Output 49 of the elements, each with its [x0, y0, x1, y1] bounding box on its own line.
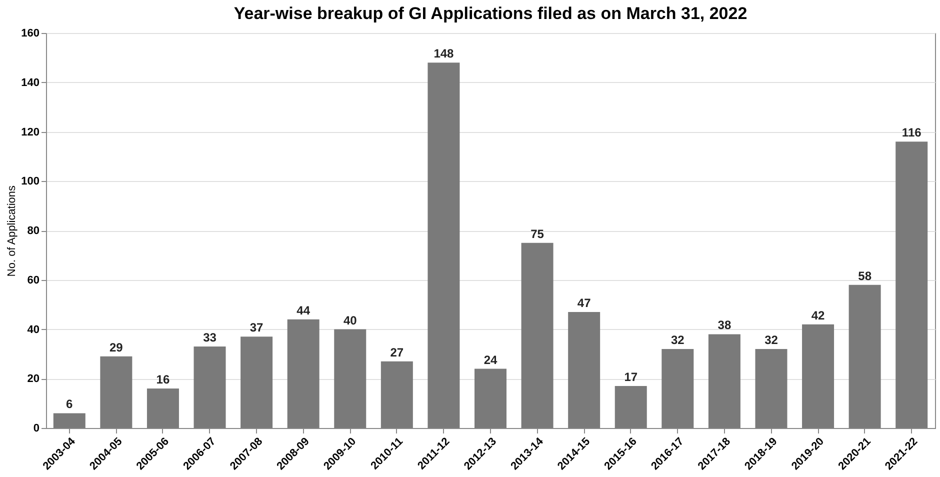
bar — [521, 242, 554, 428]
data-label: 42 — [811, 308, 826, 322]
data-label: 27 — [390, 345, 404, 360]
y-tick-label: 80 — [27, 225, 40, 237]
bar — [662, 349, 694, 428]
data-label: 37 — [250, 320, 264, 335]
bar — [708, 334, 740, 428]
data-label: 75 — [530, 226, 544, 241]
data-label: 6 — [66, 397, 74, 412]
bar — [474, 368, 506, 428]
data-label: 40 — [343, 313, 358, 328]
bar — [428, 62, 460, 428]
data-label: 33 — [203, 330, 217, 345]
data-label: 148 — [434, 46, 454, 61]
bar — [755, 349, 788, 428]
bar — [568, 312, 600, 428]
bar — [194, 346, 226, 428]
data-label: 17 — [624, 370, 638, 384]
y-tick-label: 120 — [21, 126, 40, 138]
y-tick-label: 140 — [21, 76, 40, 89]
data-label: 58 — [858, 268, 872, 283]
data-label: 44 — [296, 303, 310, 318]
bar — [240, 336, 273, 428]
data-label: 24 — [484, 352, 498, 367]
bar — [334, 329, 366, 428]
chart-title: Year-wise breakup of GI Applications filed as on March 31, 2022 — [234, 4, 748, 23]
data-label: 38 — [718, 318, 732, 332]
data-label: 29 — [110, 340, 124, 354]
data-label: 32 — [670, 333, 685, 347]
bar — [896, 142, 928, 428]
bar — [802, 324, 834, 428]
bar — [146, 388, 179, 428]
bar — [614, 386, 647, 428]
bar — [100, 356, 132, 428]
y-tick-label: 60 — [27, 274, 40, 286]
bar — [848, 284, 881, 428]
y-tick-label: 40 — [27, 324, 40, 336]
y-tick-label: 160 — [21, 28, 40, 40]
bar — [53, 413, 86, 428]
data-label: 116 — [902, 126, 922, 140]
data-label: 47 — [577, 296, 592, 310]
y-tick-label: 100 — [21, 176, 40, 188]
y-tick-label: 0 — [33, 422, 40, 434]
data-label: 32 — [764, 333, 778, 347]
y-tick-label: 20 — [27, 373, 40, 386]
bar — [380, 361, 413, 428]
data-label: 16 — [156, 372, 170, 386]
bar — [287, 319, 320, 428]
y-axis-title: No. of Applications — [6, 184, 18, 277]
